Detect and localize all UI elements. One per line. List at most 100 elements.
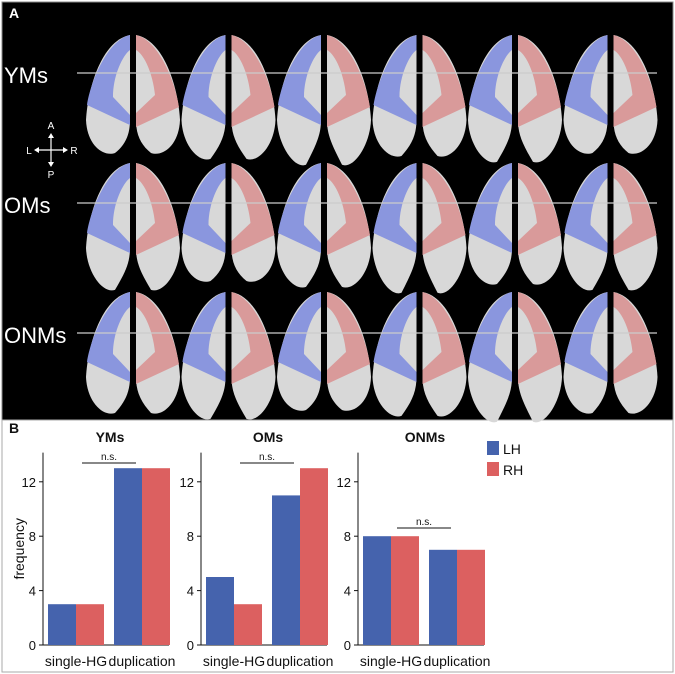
bar-lh-single-HG (363, 536, 391, 645)
x-tick-label: single-HG (45, 653, 107, 669)
x-tick-label: single-HG (203, 653, 265, 669)
panel-b-label: B (9, 420, 19, 436)
right-temporal-region (231, 35, 275, 127)
brain-pair (86, 163, 180, 291)
orientation-compass: A P L R (26, 121, 77, 181)
compass-anterior: A (48, 121, 55, 132)
y-tick-label: 4 (344, 584, 351, 599)
bar-rh-duplication (300, 468, 328, 645)
y-tick-label: 8 (344, 529, 351, 544)
bar-rh-duplication (142, 468, 170, 645)
left-temporal-region (278, 163, 321, 253)
right-temporal-region (231, 292, 275, 384)
legend-swatch-lh (487, 441, 499, 455)
left-temporal-region (87, 163, 130, 253)
y-tick-label: 4 (187, 584, 194, 599)
brain-pair (372, 163, 467, 294)
brain-pair (86, 292, 180, 414)
right-temporal-region (136, 163, 179, 255)
significance-label: n.s. (416, 517, 432, 528)
left-temporal-region (564, 292, 608, 382)
chart-yms: 0 4 8 12 YMs single-HG duplication n.s. frequenc… (11, 429, 175, 669)
brain-pair (277, 35, 371, 166)
chart-onms: 0 4 8 12 ONMs single-HG duplication n.s. LH RH (337, 429, 524, 669)
brain-pair (468, 163, 562, 285)
right-temporal-region (518, 35, 561, 127)
right-temporal-region (422, 35, 466, 127)
left-temporal-region (87, 292, 130, 382)
y-tick-label: 8 (187, 529, 194, 544)
brain-pair (468, 292, 562, 423)
chart-oms: 0 4 8 12 OMs single-HG duplication n.s. (180, 429, 334, 669)
left-temporal-region (87, 35, 130, 125)
right-temporal-region (136, 292, 179, 384)
panel-b-background (1, 419, 674, 673)
legend: LH RH (487, 441, 523, 478)
y-tick-label: 0 (344, 638, 351, 653)
legend-swatch-rh (487, 462, 499, 476)
brain-pair (372, 35, 467, 157)
right-temporal-region (231, 163, 275, 255)
y-tick-label: 8 (29, 529, 36, 544)
bar-lh-duplication (272, 495, 300, 645)
right-temporal-region (422, 163, 466, 255)
left-temporal-region (373, 163, 417, 253)
right-temporal-region (327, 292, 370, 384)
y-tick-label: 12 (180, 475, 194, 490)
left-temporal-region (182, 292, 226, 382)
chart-title: YMs (96, 429, 125, 445)
left-temporal-region (564, 163, 608, 253)
compass-left: L (26, 146, 32, 157)
brain-pair (181, 292, 276, 420)
legend-label-rh: RH (503, 462, 523, 478)
bar-lh-single-HG (48, 604, 76, 645)
left-temporal-region (182, 163, 226, 253)
brain-pair (372, 292, 467, 417)
brain-pair (563, 163, 658, 291)
right-temporal-region (136, 35, 179, 127)
compass-posterior: P (48, 170, 55, 181)
x-tick-label: duplication (424, 653, 491, 669)
panel-a-label: A (9, 5, 19, 21)
brain-pair (277, 292, 371, 411)
left-temporal-region (373, 292, 417, 382)
y-axis-label: frequency (11, 518, 27, 579)
brain-pair (563, 292, 658, 414)
chart-title: ONMs (405, 429, 446, 445)
x-tick-label: single-HG (360, 653, 422, 669)
y-tick-label: 12 (22, 475, 36, 490)
significance-label: n.s. (101, 452, 117, 463)
brain-renderings (77, 35, 658, 423)
row-label-yms: YMs (4, 63, 48, 88)
left-temporal-region (469, 292, 512, 382)
compass-right: R (70, 146, 77, 157)
right-temporal-region (613, 163, 657, 255)
x-tick-label: duplication (109, 653, 176, 669)
left-temporal-region (182, 35, 226, 125)
bar-rh-single-HG (76, 604, 104, 645)
right-temporal-region (613, 35, 657, 127)
y-tick-label: 4 (29, 584, 36, 599)
left-temporal-region (564, 35, 608, 125)
left-temporal-region (469, 163, 512, 253)
legend-label-lh: LH (503, 441, 521, 457)
bar-lh-duplication (429, 549, 457, 645)
row-label-oms: OMs (4, 193, 50, 218)
brain-pair (563, 35, 658, 154)
bar-rh-single-HG (234, 604, 262, 645)
right-temporal-region (518, 292, 561, 384)
y-tick-label: 0 (187, 638, 194, 653)
brain-pair (86, 35, 180, 154)
left-temporal-region (278, 292, 321, 382)
row-label-onms: ONMs (4, 323, 66, 348)
y-tick-label: 0 (29, 638, 36, 653)
y-tick-label: 12 (337, 475, 351, 490)
left-temporal-region (373, 35, 417, 125)
left-temporal-region (278, 35, 321, 125)
bar-lh-single-HG (206, 577, 234, 645)
right-temporal-region (613, 292, 657, 384)
brain-pair (181, 35, 276, 160)
left-temporal-region (469, 35, 512, 125)
chart-title: OMs (253, 429, 284, 445)
